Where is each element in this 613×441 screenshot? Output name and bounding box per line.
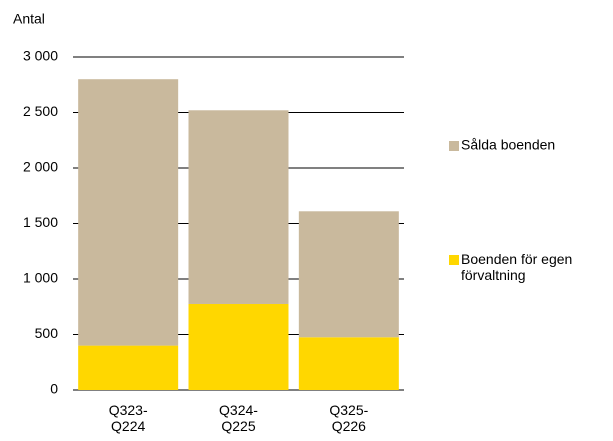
bar-segment (188, 303, 289, 390)
bar-segment (298, 211, 399, 338)
y-axis-label: Antal (13, 11, 45, 27)
y-tick-label: 3 000 (23, 48, 58, 64)
legend-swatch (449, 141, 459, 151)
y-tick-label: 500 (35, 325, 59, 341)
legend-swatch (449, 255, 459, 265)
bar-segment (298, 337, 399, 390)
x-tick-label: Q323-Q224 (109, 402, 148, 434)
legend-label: Sålda boenden (461, 137, 555, 153)
legend-label: Boenden för egen förvaltning (461, 251, 572, 283)
y-tick-label: 2 000 (23, 159, 58, 175)
bar-segment (78, 345, 179, 390)
y-tick-label: 2 500 (23, 103, 58, 119)
bar-segment (78, 79, 179, 346)
y-tick-label: 1 000 (23, 270, 58, 286)
y-tick-label: 0 (50, 381, 58, 397)
x-tick-label: Q324-Q225 (219, 402, 258, 434)
x-tick-label: Q325-Q226 (329, 402, 368, 434)
bar-segment (188, 110, 289, 304)
y-tick-label: 1 500 (23, 214, 58, 230)
